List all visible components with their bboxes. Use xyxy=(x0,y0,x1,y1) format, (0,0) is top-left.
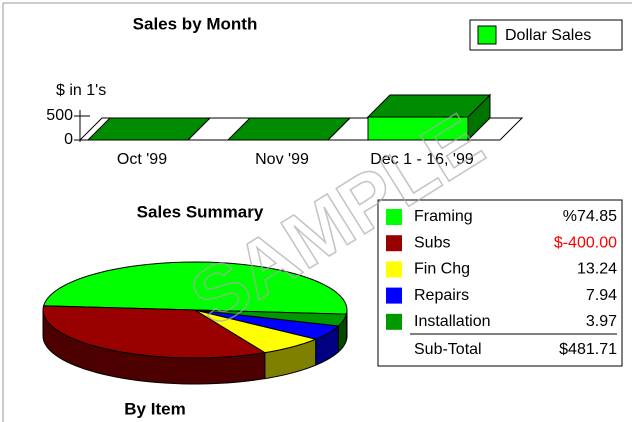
legend-value: %74.85 xyxy=(563,208,617,225)
y-tick-label: 500 xyxy=(46,107,73,124)
legend-swatch xyxy=(386,235,402,252)
bar-title: Sales by Month xyxy=(133,14,258,33)
legend-value: 13.24 xyxy=(577,261,617,278)
y-tick-label: 0 xyxy=(64,131,73,148)
legend-swatch xyxy=(386,261,402,278)
legend-label: Installation xyxy=(414,313,491,330)
legend-value: 3.97 xyxy=(586,313,617,330)
legend-label: Dollar Sales xyxy=(505,27,591,44)
total-value: $481.71 xyxy=(559,341,617,358)
legend-table xyxy=(377,199,623,367)
legend-swatch xyxy=(386,209,402,225)
bar-top xyxy=(86,117,212,141)
legend-swatch xyxy=(477,25,497,45)
legend-label: Fin Chg xyxy=(414,261,470,278)
legend-value: 7.94 xyxy=(586,287,617,304)
pie-slice xyxy=(194,309,348,327)
y-axis-label: $ in 1's xyxy=(56,82,106,99)
legend-swatch xyxy=(386,313,402,330)
pie-footer: By Item xyxy=(124,399,185,418)
legend-swatch xyxy=(386,287,402,304)
pie-slice xyxy=(194,309,340,340)
x-tick-label: Nov '99 xyxy=(255,151,309,168)
x-tick-label: Dec 1 - 16, '99 xyxy=(370,151,474,168)
legend-label: Subs xyxy=(414,234,450,251)
pie-slice xyxy=(42,261,348,315)
x-tick-label: Oct '99 xyxy=(117,151,167,168)
legend-value: $-400.00 xyxy=(554,234,617,251)
legend-label: Repairs xyxy=(414,287,469,304)
total-label: Sub-Total xyxy=(414,341,482,358)
pie-title: Sales Summary xyxy=(137,202,264,221)
legend-label: Framing xyxy=(414,208,473,225)
bar-top xyxy=(226,117,352,141)
pie-slice xyxy=(194,309,318,354)
bar-top xyxy=(366,94,492,118)
